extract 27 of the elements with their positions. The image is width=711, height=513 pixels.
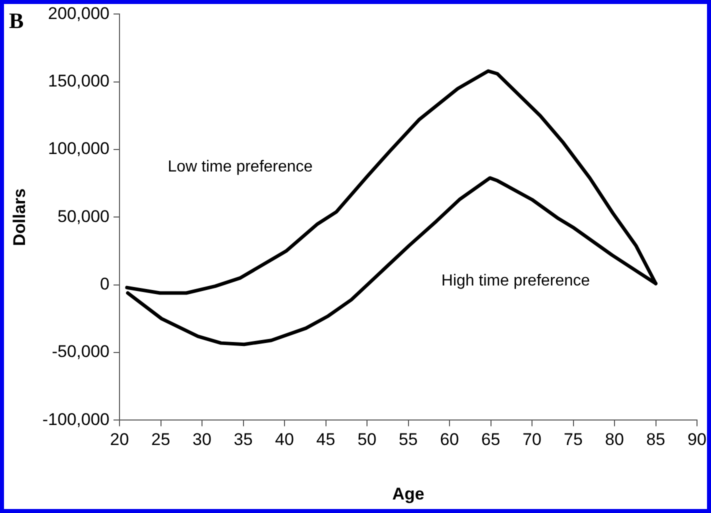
y-tick-label: 0 xyxy=(100,274,110,294)
x-tick-label: 55 xyxy=(398,430,418,450)
x-tick-label: 65 xyxy=(481,430,500,450)
x-tick-label: 80 xyxy=(605,430,624,450)
y-tick-label: -100,000 xyxy=(42,410,110,429)
x-axis-title: Age xyxy=(392,484,424,504)
series-label: High time preference xyxy=(441,272,590,290)
x-tick-label: 20 xyxy=(110,430,129,450)
x-tick-label: 90 xyxy=(688,430,706,450)
x-tick-label: 25 xyxy=(151,430,170,450)
x-tick-label: 50 xyxy=(358,430,376,450)
y-tick-label: 150,000 xyxy=(48,72,110,91)
y-axis-title: Dollars xyxy=(10,188,29,246)
y-tick-label: 100,000 xyxy=(48,139,110,158)
x-tick-label: 45 xyxy=(316,430,336,450)
y-tick-label: -50,000 xyxy=(52,342,110,362)
x-tick-label: 75 xyxy=(564,430,583,450)
text: B xyxy=(9,8,24,34)
x-tick-label: 70 xyxy=(522,430,542,450)
x-tick-label: 35 xyxy=(234,430,253,450)
y-tick-label: 50,000 xyxy=(58,206,110,226)
text: Low time preference xyxy=(168,158,313,176)
x-tick-label: 85 xyxy=(646,430,666,450)
y-tick-label: 200,000 xyxy=(48,4,110,23)
x-tick-label: 30 xyxy=(192,430,212,450)
x-tick-label: 40 xyxy=(275,430,294,450)
x-tick-label: 60 xyxy=(440,430,459,450)
